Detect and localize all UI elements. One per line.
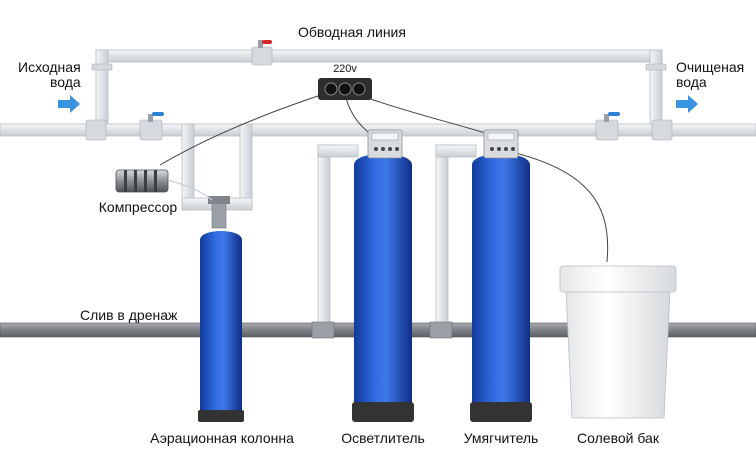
aeration-column-pipes <box>181 123 253 229</box>
brine-tank-label: Солевой бак <box>577 430 660 446</box>
outlet-valve <box>604 112 620 122</box>
inlet-arrow-icon <box>58 95 80 113</box>
source-water-label-line1: Исходная <box>18 59 81 75</box>
bypass-pipe <box>91 46 667 131</box>
bypass-valve <box>258 40 272 48</box>
clarifier-pipes <box>311 144 359 339</box>
softener-tank <box>470 129 532 422</box>
softener-label: Умягчитель <box>464 430 539 446</box>
clarifier-tank <box>352 129 414 422</box>
power-unit <box>318 78 372 100</box>
aeration-column-tank <box>198 231 244 422</box>
purified-water-label-line1: Очищеная <box>676 59 744 75</box>
bypass-line-label: Обводная линия <box>298 24 406 40</box>
source-water-label-line2: вода <box>50 74 81 90</box>
drain-label: Слив в дренаж <box>80 307 178 323</box>
compressor-label: Компрессор <box>99 199 178 215</box>
brine-tank <box>559 265 677 419</box>
outlet-arrow-icon <box>676 95 698 113</box>
clarifier-label: Осветлитель <box>341 430 425 446</box>
purified-water-label-line2: вода <box>676 74 707 90</box>
inlet-valve <box>148 112 164 122</box>
aeration-column-label: Аэрационная колонна <box>150 430 294 446</box>
compressor <box>115 169 213 201</box>
softener-pipes <box>429 144 477 339</box>
power-label: 220v <box>333 63 357 75</box>
power-wires <box>159 91 609 263</box>
